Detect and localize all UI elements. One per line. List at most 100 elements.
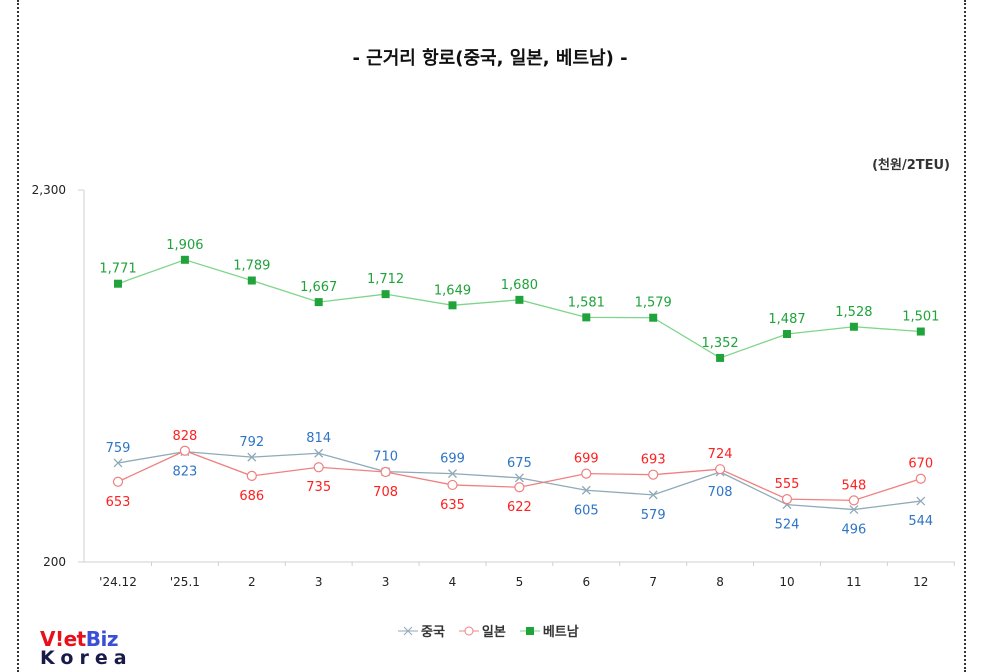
data-label: 670: [908, 457, 933, 472]
data-label: 605: [574, 503, 599, 518]
data-point: [915, 473, 926, 484]
data-label: 544: [908, 514, 933, 529]
legend-item-japan: 일본: [458, 621, 506, 640]
data-label: 724: [708, 447, 733, 462]
data-point: [849, 505, 859, 515]
data-point: [179, 445, 190, 456]
data-label: 1,581: [568, 295, 605, 310]
data-point: [247, 276, 256, 285]
data-point: [714, 464, 726, 475]
data-point: [781, 494, 793, 505]
data-point: [848, 495, 860, 506]
data-point: [716, 353, 725, 362]
data-point: [514, 482, 525, 493]
data-label: 1,352: [701, 336, 738, 351]
data-label: 710: [373, 450, 398, 465]
data-label: 699: [440, 452, 465, 467]
square-marker-icon: [519, 626, 540, 635]
x-tick-label: 10: [779, 575, 794, 589]
data-point: [247, 452, 257, 462]
data-point: [313, 462, 324, 473]
data-point: [112, 476, 124, 487]
data-point: [515, 295, 524, 304]
x-marker-icon: [398, 626, 418, 635]
legend-item-china: 중국: [398, 621, 445, 640]
data-point: [849, 322, 858, 331]
data-label: 579: [641, 508, 666, 523]
x-tick-label: 11: [846, 575, 861, 589]
data-label: 675: [507, 456, 532, 471]
data-label: 1,789: [233, 259, 270, 274]
data-label: 635: [440, 498, 465, 513]
data-label: 686: [239, 489, 264, 504]
x-tick-label: 5: [516, 575, 524, 589]
data-label: 1,712: [367, 272, 404, 287]
data-point: [314, 448, 324, 458]
legend-label: 중국: [421, 625, 445, 640]
data-point: [582, 313, 591, 322]
x-tick-label: 3: [315, 575, 323, 589]
unit-label: (천원/2TEU): [872, 158, 950, 173]
data-point: [448, 469, 457, 479]
data-label: 1,906: [166, 238, 203, 253]
data-point: [114, 279, 122, 288]
data-label: 496: [841, 523, 866, 538]
data-label: 555: [775, 477, 800, 492]
x-tick-label: 12: [913, 575, 928, 589]
right-dotted-border: [964, 0, 966, 672]
y-tick-label: 200: [43, 555, 66, 569]
legend-item-vietnam: 베트남: [519, 621, 579, 640]
x-tick-label: 6: [582, 575, 590, 589]
left-dotted-border: [17, 0, 19, 672]
data-label: 823: [172, 465, 197, 480]
data-label: 814: [306, 431, 331, 446]
x-tick-label: '24.12: [99, 575, 137, 589]
x-tick-label: 8: [716, 575, 724, 589]
data-point: [649, 313, 658, 322]
data-label: 735: [306, 480, 331, 495]
x-tick-label: 2: [248, 575, 256, 589]
data-point: [783, 330, 791, 339]
series-line-2: [117, 259, 921, 359]
circle-marker-icon: [458, 626, 479, 635]
data-label: 1,528: [835, 305, 872, 320]
data-point: [246, 470, 257, 482]
data-label: 1,771: [99, 262, 136, 277]
data-label: 708: [708, 485, 733, 500]
data-label: 759: [106, 441, 131, 456]
y-tick-label: 2,300: [32, 183, 66, 197]
data-point: [314, 298, 323, 307]
data-point: [581, 468, 592, 479]
data-label: 1,680: [501, 278, 538, 293]
x-tick-label: '25.1: [170, 575, 200, 589]
data-point: [648, 490, 658, 500]
data-point: [448, 301, 457, 310]
data-label: 1,487: [768, 312, 805, 327]
data-label: 622: [507, 500, 532, 515]
data-point: [514, 473, 524, 483]
x-tick-label: 7: [649, 575, 657, 589]
data-label: 548: [841, 478, 866, 493]
vietbiz-korea-logo: V!etBiz Korea: [40, 627, 133, 669]
chart-title: - 근거리 항로(중국, 일본, 베트남) -: [352, 48, 628, 69]
data-point: [447, 479, 458, 491]
legend: 중국 일본 베트남: [398, 621, 579, 640]
data-point: [381, 290, 390, 299]
data-label: 524: [775, 518, 800, 533]
data-label: 1,649: [434, 283, 471, 298]
legend-label: 베트남: [542, 625, 579, 640]
data-label: 693: [641, 453, 666, 468]
data-label: 1,579: [635, 296, 672, 311]
data-label: 708: [373, 485, 398, 500]
legend-label: 일본: [481, 625, 506, 640]
data-point: [648, 469, 659, 480]
data-label: 699: [574, 452, 599, 467]
data-label: 653: [106, 495, 131, 510]
data-point: [113, 458, 123, 468]
data-label: 792: [239, 435, 264, 450]
data-point: [180, 255, 189, 264]
data-point: [916, 327, 925, 336]
x-tick-label: 4: [449, 575, 457, 589]
data-point: [380, 466, 391, 478]
